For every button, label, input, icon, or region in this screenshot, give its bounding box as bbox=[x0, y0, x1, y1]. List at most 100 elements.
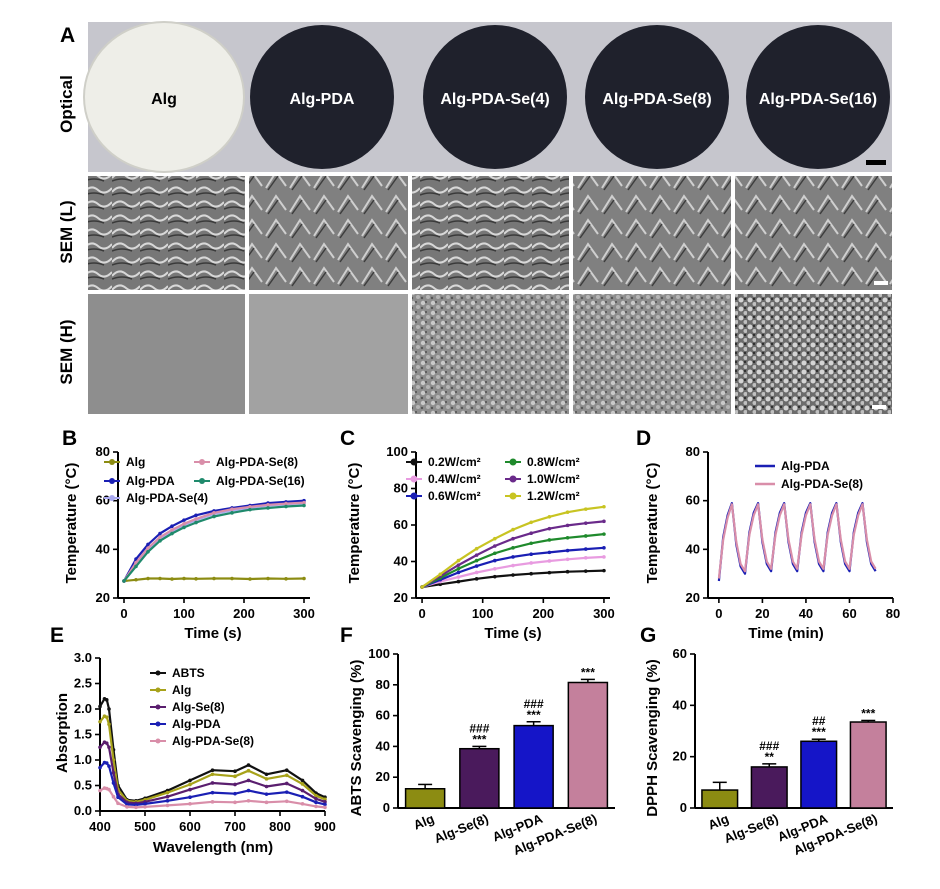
data-point bbox=[565, 569, 570, 574]
data-point bbox=[438, 572, 443, 577]
y-tick-label: 80 bbox=[96, 444, 110, 459]
x-tick-label: 20 bbox=[755, 606, 769, 621]
data-point bbox=[323, 797, 327, 802]
data-point bbox=[210, 781, 215, 785]
data-point bbox=[420, 585, 424, 589]
data-point bbox=[134, 803, 138, 807]
y-tick-label: 80 bbox=[376, 677, 390, 692]
bar bbox=[404, 788, 446, 809]
data-point bbox=[547, 559, 552, 563]
data-point bbox=[230, 576, 234, 581]
x-tick-label: 300 bbox=[293, 606, 315, 621]
legend-label: Alg-PDA bbox=[126, 474, 175, 488]
disk-alg-pda-se16 bbox=[746, 25, 890, 169]
legend-marker bbox=[155, 738, 161, 744]
legend-label: 1.2W/cm² bbox=[527, 489, 580, 503]
data-point bbox=[529, 541, 533, 546]
data-point bbox=[565, 535, 570, 540]
data-point bbox=[210, 772, 215, 777]
data-point bbox=[264, 784, 269, 789]
sample-label-alg-pda-se16: Alg-PDA-Se(16) bbox=[759, 91, 877, 108]
data-point bbox=[493, 544, 497, 548]
x-axis-label: Time (min) bbox=[748, 625, 824, 642]
data-point bbox=[511, 536, 515, 541]
data-point bbox=[104, 761, 109, 765]
legend-marker bbox=[109, 495, 115, 501]
data-point bbox=[511, 555, 515, 559]
data-point bbox=[111, 770, 116, 775]
data-point bbox=[583, 521, 588, 525]
data-point bbox=[323, 800, 327, 804]
sample-label-alg-pda-se4: Alg-PDA-Se(4) bbox=[440, 91, 549, 108]
category-label: Alg-Se(8) bbox=[722, 811, 781, 846]
x-tick-label: 200 bbox=[233, 606, 255, 621]
data-point bbox=[182, 518, 186, 522]
y-tick-label: 80 bbox=[394, 481, 408, 496]
y-tick-label: 0.0 bbox=[74, 803, 92, 818]
y-tick-label: 80 bbox=[686, 444, 700, 459]
x-tick-label: 900 bbox=[314, 819, 336, 834]
significance-star: *** bbox=[812, 725, 826, 739]
bar bbox=[849, 721, 887, 809]
data-point bbox=[284, 504, 288, 509]
significance-star: *** bbox=[472, 732, 486, 746]
data-point bbox=[314, 796, 318, 801]
sample-label-alg-pda: Alg-PDA bbox=[290, 91, 355, 108]
data-point bbox=[107, 764, 111, 768]
y-tick-label: 20 bbox=[673, 749, 687, 764]
y-tick-label: 0 bbox=[383, 800, 390, 815]
y-tick-label: 20 bbox=[376, 769, 390, 784]
data-point bbox=[456, 579, 461, 584]
legend-marker bbox=[410, 475, 418, 483]
data-point bbox=[474, 546, 479, 551]
data-point bbox=[314, 804, 318, 809]
legend-marker bbox=[199, 478, 205, 484]
row-label-sem-high: SEM (H) bbox=[57, 319, 76, 384]
data-point bbox=[529, 571, 533, 576]
legend-label: ABTS bbox=[172, 666, 205, 680]
sem-high-alg-pda bbox=[249, 294, 408, 414]
y-tick-label: 100 bbox=[386, 444, 408, 459]
data-point bbox=[300, 794, 305, 799]
data-point bbox=[547, 514, 552, 519]
data-point bbox=[194, 513, 198, 518]
significance-star: *** bbox=[527, 708, 541, 722]
data-point bbox=[565, 523, 570, 528]
sem-low-alg-pda-se8 bbox=[573, 176, 731, 290]
y-axis-label: Temperature (°C) bbox=[644, 463, 661, 584]
x-tick-label: 400 bbox=[89, 819, 111, 834]
x-tick-label: 0 bbox=[418, 606, 425, 621]
data-point bbox=[230, 507, 234, 511]
data-point bbox=[583, 569, 588, 573]
bar bbox=[750, 766, 788, 809]
y-tick-label: 60 bbox=[394, 517, 408, 532]
sem-low-alg-pda-se4 bbox=[412, 176, 569, 290]
data-point bbox=[583, 507, 588, 511]
data-point bbox=[233, 774, 237, 779]
sem-high-alg-pda-se8 bbox=[573, 294, 731, 414]
x-tick-label: 300 bbox=[593, 606, 615, 621]
data-point bbox=[511, 563, 515, 568]
data-point bbox=[266, 506, 270, 510]
significance-star: *** bbox=[581, 665, 595, 679]
panel-e: E Absorption Wavelength (nm) 0.0 0.5 1.0 1.… bbox=[50, 624, 336, 856]
data-point bbox=[246, 768, 251, 773]
data-point bbox=[104, 698, 109, 702]
data-point bbox=[111, 781, 116, 785]
x-tick-label: 600 bbox=[179, 819, 201, 834]
y-tick-label: 40 bbox=[673, 697, 687, 712]
bar bbox=[800, 740, 838, 809]
panel-c: C Temperature (°C) Time (s) 20 40 60 80 100 0… bbox=[340, 427, 615, 642]
panel-b: B Temperature (°C) Time (s) 20 40 60 80 0 100… bbox=[62, 427, 315, 642]
panel-label-d: D bbox=[636, 427, 651, 450]
bar bbox=[701, 789, 739, 809]
data-point bbox=[456, 575, 461, 579]
data-point bbox=[170, 524, 174, 529]
x-tick-label: 100 bbox=[173, 606, 195, 621]
data-point bbox=[493, 536, 497, 541]
data-point bbox=[182, 521, 186, 526]
data-point bbox=[210, 768, 215, 772]
panel-label-f: F bbox=[340, 624, 353, 647]
x-axis-label: Wavelength (nm) bbox=[153, 839, 273, 856]
data-point bbox=[264, 777, 269, 781]
